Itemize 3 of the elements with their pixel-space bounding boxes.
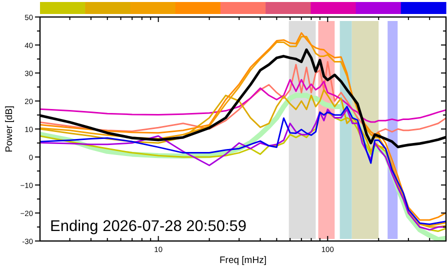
x-axis-title: Freq [mHz] [220, 255, 266, 266]
y-axis-title: Power [dB] [4, 106, 15, 152]
annotation: Ending 2026-07-28 20:50:59 [50, 218, 246, 235]
